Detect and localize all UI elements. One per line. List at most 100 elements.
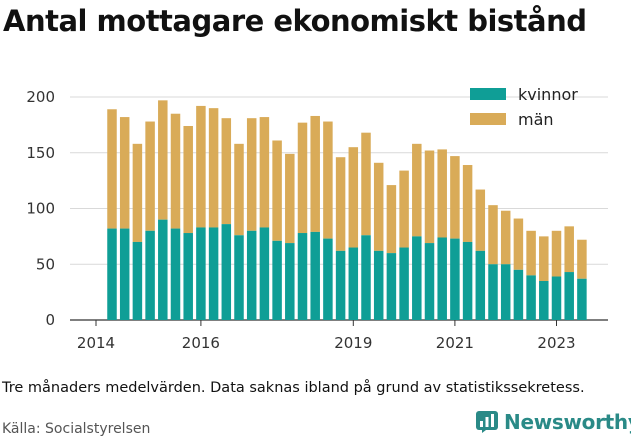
- bar-kvinnor: [221, 224, 232, 320]
- bar-man: [196, 105, 206, 228]
- bar-kvinnor: [246, 230, 257, 320]
- bar-kvinnor: [285, 243, 295, 320]
- y-tick-label: 150: [26, 144, 55, 162]
- bar-man: [526, 230, 536, 276]
- bar-kvinnor: [437, 237, 447, 320]
- bar-man: [450, 156, 460, 239]
- bar-kvinnor: [475, 250, 486, 320]
- bar-kvinnor: [145, 230, 155, 320]
- bar-kvinnor: [297, 233, 308, 320]
- chart-note: Tre månaders medelvärden. Data saknas ib…: [2, 380, 585, 396]
- legend-label-kvinnor: kvinnor: [518, 85, 578, 104]
- brand-name: Newsworthy: [504, 410, 631, 434]
- bar-man: [246, 118, 257, 231]
- bar-man: [310, 115, 320, 232]
- x-tick-label: 2016: [182, 334, 220, 352]
- stacked-bar-chart: 0 50 100 150 200 2014 2016 2019 2021 2023 kvinno…: [26, 85, 608, 352]
- bar-man: [424, 150, 435, 244]
- bar-kvinnor: [488, 264, 498, 320]
- bar-kvinnor: [386, 253, 397, 320]
- y-axis: 0 50 100 150 200: [26, 88, 55, 329]
- y-tick-label: 100: [26, 200, 55, 218]
- bar-man: [259, 117, 270, 228]
- bar-kvinnor: [462, 241, 473, 320]
- bar-kvinnor: [335, 250, 346, 320]
- bar-man: [539, 236, 549, 281]
- bar-man: [348, 147, 359, 248]
- bar-kvinnor: [577, 278, 587, 320]
- bar-kvinnor: [361, 235, 371, 320]
- bar-kvinnor: [450, 238, 460, 320]
- bar-man: [399, 170, 409, 248]
- legend-swatch-kvinnor: [470, 88, 506, 100]
- bar-man: [386, 185, 397, 254]
- x-axis: 2014 2016 2019 2021 2023: [77, 320, 576, 352]
- bar-man: [285, 153, 295, 244]
- bar-man: [158, 100, 168, 220]
- legend-swatch-man: [470, 113, 506, 125]
- y-tick-label: 50: [36, 255, 55, 273]
- bar-man: [119, 117, 130, 229]
- bar-man: [577, 239, 587, 279]
- bar-man: [500, 210, 511, 265]
- bar-kvinnor: [259, 227, 270, 320]
- chart-title: Antal mottagare ekonomiskt bistånd: [3, 4, 587, 38]
- bar-kvinnor: [107, 228, 117, 320]
- bar-kvinnor: [234, 235, 244, 320]
- bar-kvinnor: [323, 238, 333, 320]
- bar-man: [462, 165, 473, 242]
- bar-kvinnor: [539, 280, 549, 320]
- bar-man: [297, 122, 308, 234]
- x-tick-label: 2019: [334, 334, 372, 352]
- bar-kvinnor: [526, 275, 536, 320]
- bar-man: [488, 205, 498, 265]
- bar-man: [412, 143, 422, 237]
- bar-kvinnor: [424, 243, 435, 320]
- bar-man: [475, 189, 486, 251]
- bar-kvinnor: [119, 228, 130, 320]
- x-tick-label: 2021: [436, 334, 474, 352]
- bar-man: [234, 143, 244, 236]
- bars: [107, 100, 587, 320]
- bar-kvinnor: [158, 219, 168, 320]
- bar-man: [107, 109, 117, 229]
- bar-man: [132, 143, 143, 242]
- bar-man: [272, 140, 282, 241]
- bar-kvinnor: [564, 272, 574, 320]
- bar-chart-logo-icon: [476, 411, 498, 433]
- bar-kvinnor: [500, 264, 511, 320]
- bar-kvinnor: [132, 241, 143, 320]
- bar-kvinnor: [272, 240, 282, 320]
- bar-kvinnor: [170, 228, 181, 320]
- bar-man: [335, 157, 346, 251]
- bar-man: [361, 132, 371, 236]
- bar-man: [323, 121, 333, 239]
- bar-man: [145, 121, 155, 231]
- source-text: Källa: Socialstyrelsen: [2, 421, 151, 437]
- bar-man: [208, 108, 219, 228]
- bar-man: [513, 218, 524, 270]
- bar-man: [564, 226, 574, 273]
- legend: kvinnor män: [470, 85, 578, 129]
- bar-man: [437, 149, 447, 238]
- bar-man: [373, 162, 384, 251]
- bar-man: [183, 125, 193, 234]
- newsworthy-logo[interactable]: Newsworthy: [476, 410, 631, 434]
- bar-kvinnor: [373, 250, 384, 320]
- bar-kvinnor: [348, 247, 359, 320]
- bar-kvinnor: [208, 227, 219, 320]
- y-tick-label: 0: [45, 311, 55, 329]
- bar-man: [221, 118, 232, 225]
- bar-kvinnor: [310, 231, 320, 320]
- bar-kvinnor: [196, 227, 206, 320]
- bar-kvinnor: [399, 247, 409, 320]
- bar-man: [170, 113, 181, 229]
- y-tick-label: 200: [26, 88, 55, 106]
- bar-kvinnor: [551, 276, 562, 320]
- legend-label-man: män: [518, 110, 554, 129]
- bar-kvinnor: [513, 269, 524, 320]
- x-tick-label: 2023: [537, 334, 575, 352]
- bar-man: [551, 230, 562, 277]
- bar-kvinnor: [183, 233, 193, 320]
- x-tick-label: 2014: [77, 334, 115, 352]
